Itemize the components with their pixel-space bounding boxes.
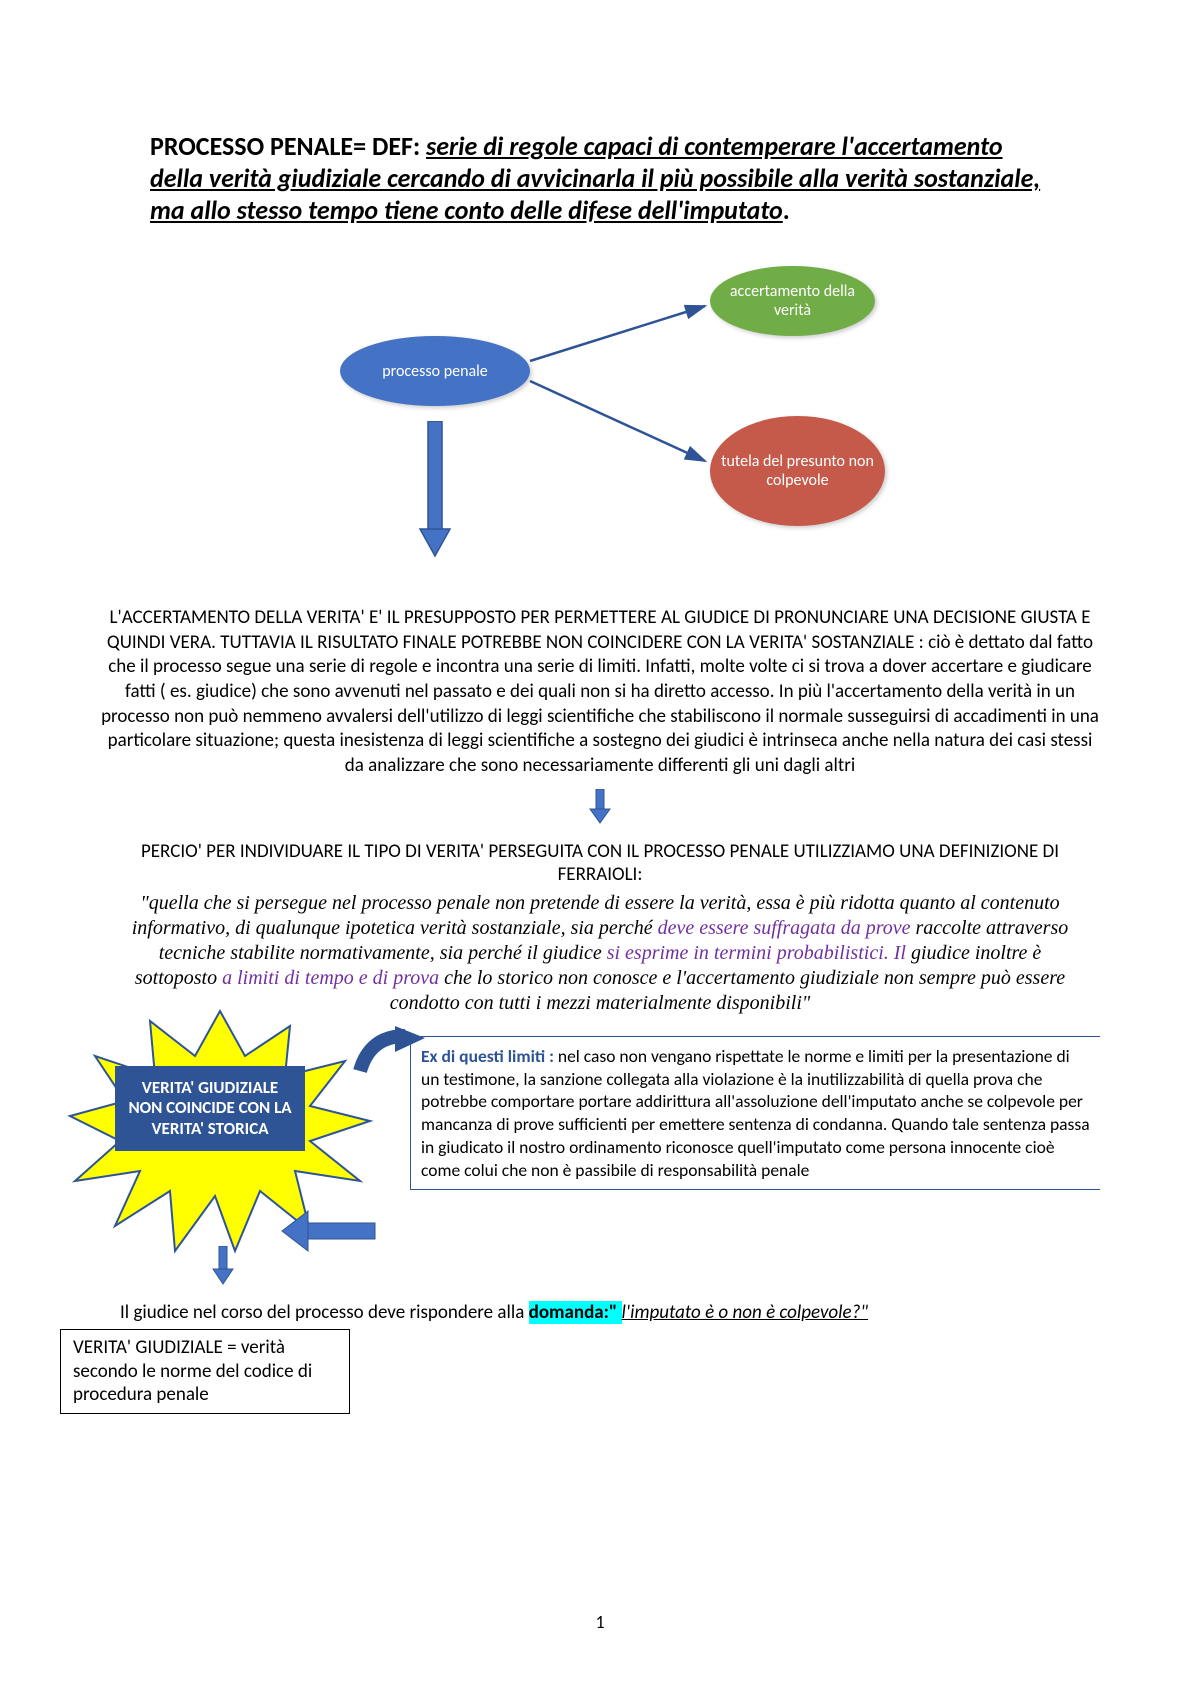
node-tutela: tutela del presunto non colpevole	[710, 416, 885, 526]
down-arrow-icon	[210, 1246, 236, 1286]
diagram-arrows	[230, 266, 1030, 566]
small-down-arrow	[90, 789, 1110, 830]
bottom-section: VERITA' GIUDIZIALE NON COINCIDE CON LA V…	[90, 1011, 1110, 1291]
concept-diagram: processo penale accertamento della verit…	[230, 266, 1110, 566]
ferraioli-quote: "quella che si persegue nel processo pen…	[120, 891, 1080, 1016]
limits-box: Ex di questi limiti : nel caso non venga…	[410, 1036, 1100, 1191]
body-paragraph-1: L'ACCERTAMENTO DELLA VERITA' E' IL PRESU…	[100, 606, 1100, 779]
verita-storica-box: VERITA' GIUDIZIALE NON COINCIDE CON LA V…	[115, 1066, 305, 1151]
page-number: 1	[595, 1611, 604, 1633]
down-arrow-icon	[415, 421, 455, 561]
node-processo-penale: processo penale	[340, 336, 530, 406]
percio-heading: PERCIO' PER INDIVIDUARE IL TIPO DI VERIT…	[110, 840, 1090, 886]
left-arrow-icon	[280, 1206, 380, 1256]
title-main: PROCESSO PENALE= DEF:	[150, 130, 426, 162]
document-page: PROCESSO PENALE= DEF: serie di regole ca…	[0, 0, 1200, 1698]
domanda-highlight: domanda:"	[529, 1301, 622, 1324]
title-block: PROCESSO PENALE= DEF: serie di regole ca…	[90, 130, 1110, 226]
limits-bold-label: Ex di questi limiti :	[421, 1045, 558, 1067]
title-period: .	[783, 194, 790, 226]
down-arrow-icon	[588, 789, 612, 825]
domanda-line: Il giudice nel corso del processo deve r…	[120, 1301, 1110, 1324]
domanda-question: l'imputato è o non è colpevole?"	[622, 1301, 868, 1324]
node-accertamento: accertamento della verità	[710, 266, 875, 336]
verita-giudiziale-box: VERITA' GIUDIZIALE = verità secondo le n…	[60, 1329, 350, 1414]
